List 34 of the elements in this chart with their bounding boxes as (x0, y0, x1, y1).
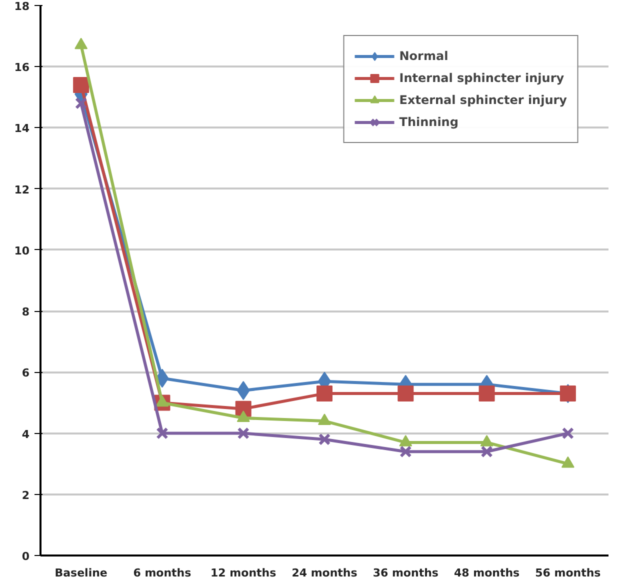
legend-label: External sphincter injury (399, 93, 567, 107)
x-tick-label: 36 months (372, 566, 439, 580)
y-tick-label: 4 (22, 428, 30, 441)
point (398, 386, 414, 402)
y-tick-label: 8 (22, 306, 30, 319)
point (74, 97, 88, 110)
point (237, 427, 250, 440)
x-tick-label: 6 months (133, 566, 192, 580)
x-tick-label: 12 months (210, 566, 277, 580)
y-tick-label: 10 (14, 244, 30, 258)
point (400, 446, 412, 458)
y-tick-label: 16 (14, 61, 30, 74)
point (236, 381, 250, 400)
x-tick-label: 48 months (454, 566, 520, 580)
y-tick-label: 12 (14, 183, 30, 196)
point (316, 386, 332, 402)
point (480, 446, 493, 458)
y-tick-label: 6 (22, 366, 30, 380)
y-tick-label: 18 (14, 0, 30, 13)
point (318, 414, 331, 426)
point (478, 386, 495, 402)
point (156, 427, 168, 440)
y-tick-label: 2 (22, 488, 30, 502)
point (318, 433, 331, 446)
y-tick-label: 0 (22, 550, 30, 563)
point (562, 427, 574, 440)
x-tick-label: 56 months (535, 566, 602, 580)
x-tick-label: 24 months (292, 566, 358, 580)
legend-label: Normal (399, 49, 448, 63)
legend-label: Thinning (399, 115, 458, 129)
point (73, 76, 90, 93)
x-tick-label: Baseline (54, 566, 108, 580)
legend-label: Internal sphincter injury (399, 71, 564, 85)
y-tick-label: 14 (14, 122, 30, 136)
